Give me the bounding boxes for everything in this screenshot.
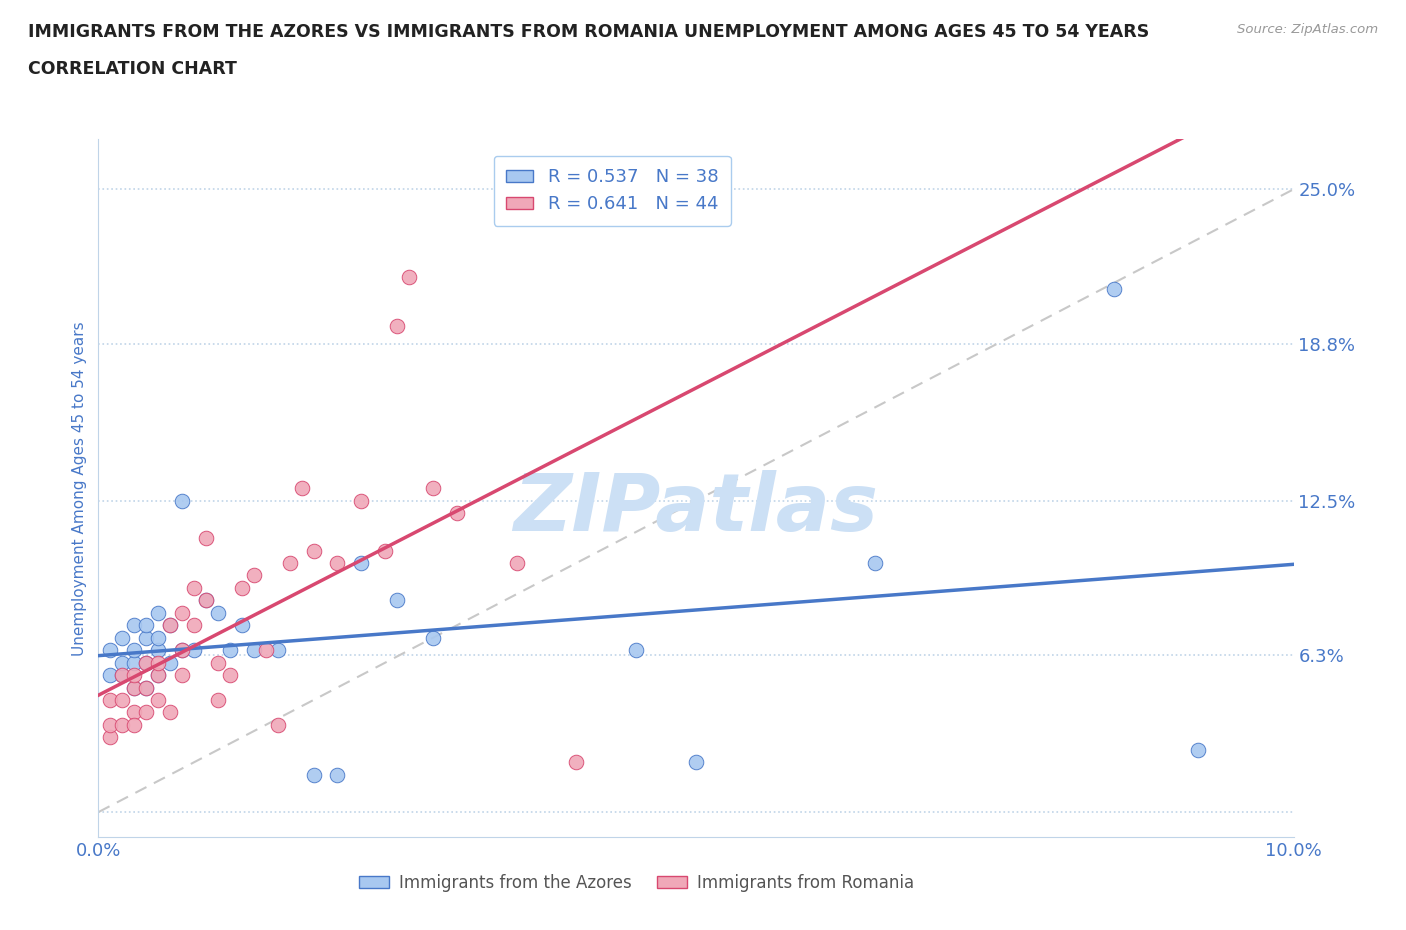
Point — [398, 269, 420, 284]
Point — [111, 656, 134, 671]
Point — [865, 555, 887, 570]
Point — [98, 730, 122, 745]
Point — [385, 593, 409, 608]
Point — [290, 481, 312, 496]
Point — [148, 631, 170, 645]
Point — [172, 493, 194, 508]
Point — [207, 605, 229, 620]
Text: IMMIGRANTS FROM THE AZORES VS IMMIGRANTS FROM ROMANIA UNEMPLOYMENT AMONG AGES 45: IMMIGRANTS FROM THE AZORES VS IMMIGRANTS… — [28, 23, 1149, 41]
Point — [267, 643, 290, 658]
Point — [207, 656, 229, 671]
Point — [135, 656, 157, 671]
Point — [422, 481, 444, 496]
Point — [254, 643, 277, 658]
Point — [135, 656, 157, 671]
Point — [243, 568, 266, 583]
Point — [172, 605, 194, 620]
Point — [172, 643, 194, 658]
Point — [159, 618, 181, 632]
Point — [302, 543, 325, 558]
Point — [350, 555, 373, 570]
Point — [98, 717, 122, 732]
Point — [135, 705, 157, 720]
Point — [194, 593, 218, 608]
Point — [159, 618, 181, 632]
Point — [446, 506, 468, 521]
Point — [98, 668, 122, 683]
Point — [135, 631, 157, 645]
Point — [159, 656, 181, 671]
Point — [565, 755, 588, 770]
Point — [183, 580, 205, 595]
Text: ZIPatlas: ZIPatlas — [513, 471, 879, 548]
Point — [350, 493, 373, 508]
Point — [1187, 742, 1209, 757]
Point — [219, 668, 242, 683]
Text: Source: ZipAtlas.com: Source: ZipAtlas.com — [1237, 23, 1378, 36]
Y-axis label: Unemployment Among Ages 45 to 54 years: Unemployment Among Ages 45 to 54 years — [72, 321, 87, 656]
Point — [278, 555, 301, 570]
Point — [685, 755, 707, 770]
Point — [124, 680, 146, 695]
Point — [124, 643, 146, 658]
Point — [124, 705, 146, 720]
Point — [302, 767, 325, 782]
Point — [267, 717, 290, 732]
Point — [98, 643, 122, 658]
Point — [111, 693, 134, 708]
Point — [124, 680, 146, 695]
Point — [374, 543, 396, 558]
Point — [506, 555, 529, 570]
Point — [148, 668, 170, 683]
Point — [194, 593, 218, 608]
Point — [111, 668, 134, 683]
Point — [231, 580, 253, 595]
Point — [326, 767, 349, 782]
Point — [231, 618, 253, 632]
Point — [385, 319, 409, 334]
Point — [98, 693, 122, 708]
Point — [148, 605, 170, 620]
Point — [135, 680, 157, 695]
Point — [172, 643, 194, 658]
Point — [124, 618, 146, 632]
Point — [183, 618, 205, 632]
Point — [172, 668, 194, 683]
Point — [148, 656, 170, 671]
Point — [326, 555, 349, 570]
Point — [111, 717, 134, 732]
Point — [135, 618, 157, 632]
Point — [111, 668, 134, 683]
Point — [124, 717, 146, 732]
Point — [207, 693, 229, 708]
Point — [194, 531, 218, 546]
Text: CORRELATION CHART: CORRELATION CHART — [28, 60, 238, 78]
Legend: Immigrants from the Azores, Immigrants from Romania: Immigrants from the Azores, Immigrants f… — [352, 867, 921, 898]
Point — [422, 631, 444, 645]
Point — [159, 705, 181, 720]
Point — [124, 668, 146, 683]
Point — [624, 643, 647, 658]
Point — [111, 631, 134, 645]
Point — [243, 643, 266, 658]
Point — [148, 643, 170, 658]
Point — [1104, 282, 1126, 297]
Point — [183, 643, 205, 658]
Point — [148, 668, 170, 683]
Point — [135, 680, 157, 695]
Point — [124, 656, 146, 671]
Point — [219, 643, 242, 658]
Point — [148, 693, 170, 708]
